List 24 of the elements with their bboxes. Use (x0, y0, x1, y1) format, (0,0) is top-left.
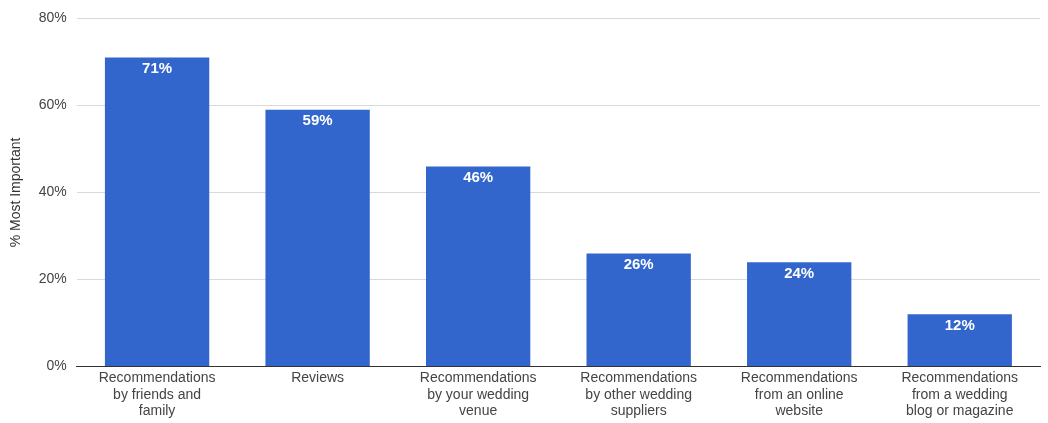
bar (747, 262, 852, 367)
y-tick-label: 80% (38, 9, 67, 26)
y-tick-label: 40% (38, 183, 67, 200)
y-axis-title: % Most Important (7, 137, 24, 248)
data-label: 71% (142, 59, 173, 77)
data-label: 12% (944, 316, 975, 334)
data-label: 46% (463, 168, 494, 186)
y-tick-label: 0% (46, 357, 67, 374)
data-label: 24% (784, 263, 815, 281)
y-tick-label: 60% (38, 96, 67, 113)
x-tick-label: Recommendations by other wedding suppliers (580, 368, 698, 419)
bar (265, 109, 370, 367)
bar (425, 166, 531, 367)
y-tick-label: 20% (38, 270, 67, 287)
bar (907, 314, 1012, 367)
x-tick-label: Recommendations from an online website (740, 368, 858, 419)
data-label: 59% (302, 111, 333, 129)
x-tick-label: Recommendations by your wedding venue (419, 368, 537, 419)
bar (104, 57, 210, 367)
bar (586, 253, 691, 367)
x-tick-label: Recommendations by friends and family (98, 368, 216, 419)
x-tick-label: Reviews (291, 368, 345, 385)
data-label: 26% (623, 255, 654, 273)
x-tick-label: Recommendations from a wedding blog or magazine (901, 368, 1019, 419)
